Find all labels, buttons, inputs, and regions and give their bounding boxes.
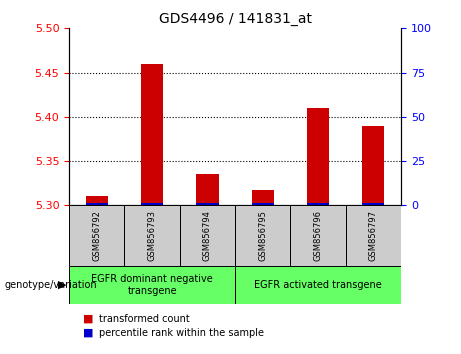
Text: GSM856797: GSM856797 [369,210,378,261]
Title: GDS4496 / 141831_at: GDS4496 / 141831_at [159,12,312,26]
Bar [196,202,219,205]
Bar [252,190,274,205]
Text: GSM856796: GSM856796 [313,210,323,261]
FancyBboxPatch shape [235,266,401,304]
FancyBboxPatch shape [69,205,124,266]
Bar [252,202,274,205]
Text: GSM856795: GSM856795 [258,210,267,261]
Bar [86,196,108,205]
Text: EGFR activated transgene: EGFR activated transgene [254,280,382,290]
FancyBboxPatch shape [180,205,235,266]
Text: GSM856793: GSM856793 [148,210,157,261]
Bar [307,202,329,205]
FancyBboxPatch shape [235,205,290,266]
Bar [141,64,163,205]
Bar [196,174,219,205]
Text: genotype/variation: genotype/variation [5,280,97,290]
Bar [86,202,108,205]
Text: GSM856792: GSM856792 [92,210,101,261]
Bar [307,108,329,205]
FancyBboxPatch shape [346,205,401,266]
Text: EGFR dominant negative
transgene: EGFR dominant negative transgene [91,274,213,296]
FancyBboxPatch shape [69,266,235,304]
FancyBboxPatch shape [124,205,180,266]
Text: ▶: ▶ [59,280,67,290]
Bar [362,126,384,205]
Text: GSM856794: GSM856794 [203,210,212,261]
Bar [141,202,163,205]
Text: ■: ■ [83,314,94,324]
Text: percentile rank within the sample: percentile rank within the sample [99,328,264,338]
Bar [362,202,384,205]
FancyBboxPatch shape [290,205,346,266]
Text: ■: ■ [83,328,94,338]
Text: transformed count: transformed count [99,314,190,324]
